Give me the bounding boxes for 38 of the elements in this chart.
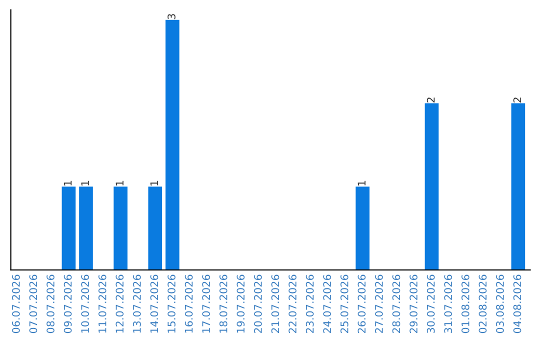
x-tick-label: 03.08.2026 (496, 274, 504, 334)
x-tick-label: 13.07.2026 (133, 274, 141, 333)
x-tick-label: 16.07.2026 (184, 274, 193, 333)
data-label: 1 (150, 180, 158, 186)
x-tick-label: 14.07.2026 (150, 274, 158, 333)
x-tick-label: 26.07.2026 (358, 274, 366, 334)
x-tick-label: 21.07.2026 (271, 274, 280, 334)
x-tick-label: 09.07.2026 (64, 274, 72, 334)
x-tick-label: 17.07.2026 (202, 274, 210, 333)
x-tick-label: 11.07.2026 (98, 274, 106, 333)
x-tick-label: 06.07.2026 (12, 274, 20, 334)
data-label: 3 (168, 14, 176, 20)
x-tick-label: 23.07.2026 (306, 274, 314, 334)
x-tick-label: 15.07.2026 (168, 274, 176, 333)
x-tick-label: 18.07.2026 (219, 274, 228, 333)
x-tick-label: 01.08.2026 (461, 274, 470, 334)
x-tick-label: 20.07.2026 (254, 274, 262, 334)
data-label: 1 (116, 180, 124, 186)
x-tick-label: 07.07.2026 (29, 274, 38, 334)
x-tick-label: 10.07.2026 (81, 274, 90, 333)
x-tick-label: 27.07.2026 (375, 274, 383, 334)
x-tick-label: 12.07.2026 (116, 274, 124, 333)
data-label: 2 (513, 98, 522, 102)
x-tick-label: 04.08.2026 (513, 274, 522, 334)
x-tick-label: 22.07.2026 (288, 274, 296, 334)
x-tick-label: 31.07.2026 (444, 274, 452, 333)
x-tick-label: 08.07.2026 (46, 274, 54, 334)
x-tick-label: 28.07.2026 (392, 274, 400, 334)
data-label: 2 (426, 98, 435, 102)
x-tick-label: 29.07.2026 (410, 274, 418, 334)
x-tick-label: 30.07.2026 (426, 274, 435, 333)
data-label: 1 (64, 180, 72, 186)
x-tick-label: 19.07.2026 (236, 274, 245, 333)
x-tick-label: 24.07.2026 (323, 274, 332, 334)
data-label: 1 (358, 180, 366, 186)
data-label: 1 (81, 180, 89, 186)
x-tick-label: 25.07.2026 (340, 274, 348, 334)
x-tick-label: 02.08.2026 (478, 274, 487, 334)
